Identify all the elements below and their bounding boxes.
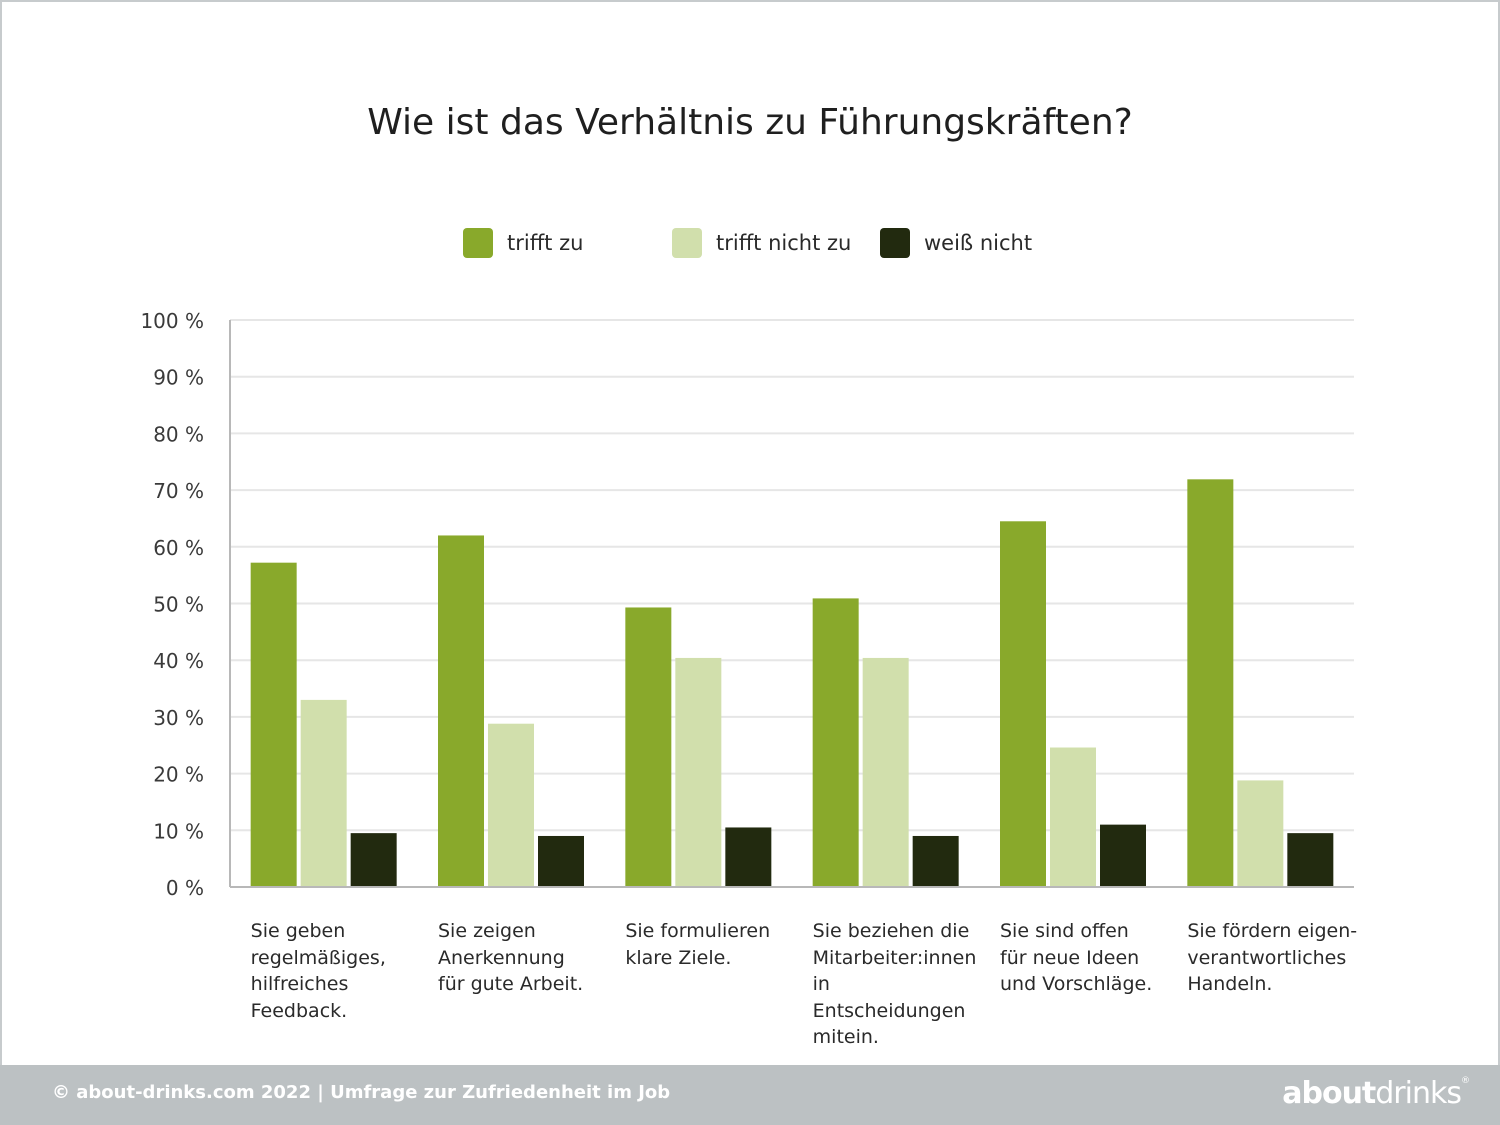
- x-category-label: Sie sind offen für neue Ideen und Vorsch…: [1000, 920, 1153, 995]
- footer-bar: © about-drinks.com 2022 | Umfrage zur Zu…: [0, 1065, 1500, 1125]
- x-category-label: Sie fördern eigen- verantwortliches Hand…: [1187, 920, 1358, 995]
- brand-logo-bold: about: [1282, 1076, 1376, 1111]
- bar-trifft-zu: [625, 607, 672, 887]
- bar-trifft-nicht-zu: [488, 723, 534, 887]
- bar-trifft-nicht-zu: [1050, 747, 1096, 887]
- y-tick-label: 60 %: [153, 536, 204, 560]
- chart-title: Wie ist das Verhältnis zu Führungskräfte…: [367, 102, 1133, 143]
- legend-swatch-weiss-nicht: [880, 228, 910, 258]
- legend-swatch-trifft-nicht-zu: [672, 228, 702, 258]
- y-tick-label: 80 %: [153, 422, 204, 446]
- bar-trifft-nicht-zu: [862, 657, 909, 887]
- bar-trifft-zu: [1187, 479, 1234, 887]
- y-tick-label: 90 %: [153, 366, 204, 390]
- bar-weiss-nicht: [538, 835, 584, 887]
- x-category-label: Sie formulieren klare Ziele.: [625, 920, 771, 969]
- legend-label-trifft-zu: trifft zu: [507, 231, 584, 255]
- legend-label-weiss-nicht: weiß nicht: [924, 231, 1033, 255]
- bar-weiss-nicht: [912, 835, 959, 887]
- x-category-label: Sie geben regelmäßiges, hilfreiches Feed…: [250, 920, 386, 1022]
- bar-trifft-nicht-zu: [1237, 780, 1284, 887]
- legend-item-trifft-nicht-zu: trifft nicht zu: [672, 228, 851, 258]
- bar-weiss-nicht: [1287, 833, 1334, 887]
- y-tick-label: 10 %: [153, 819, 204, 843]
- y-tick-label: 40 %: [153, 649, 204, 673]
- brand-registered-mark: ®: [1461, 1076, 1470, 1086]
- legend-item-weiss-nicht: weiß nicht: [880, 228, 1032, 258]
- y-tick-label: 0 %: [166, 876, 204, 900]
- bar-trifft-zu: [438, 535, 484, 887]
- brand-logo: aboutdrinks®: [1282, 1076, 1470, 1111]
- legend-swatch-trifft-zu: [463, 228, 493, 258]
- bar-weiss-nicht: [725, 827, 772, 887]
- x-category-label: Sie zeigen Anerkennung für gute Arbeit.: [438, 920, 584, 995]
- x-category-label: Sie beziehen die Mitarbeiter:innen in En…: [812, 920, 977, 1048]
- chart-legend: trifft zu trifft nicht zu weiß nicht: [0, 228, 1500, 260]
- y-tick-label: 70 %: [153, 479, 204, 503]
- bar-trifft-zu: [1000, 521, 1046, 887]
- bar-trifft-nicht-zu: [300, 699, 347, 887]
- y-tick-label: 100 %: [140, 309, 204, 333]
- y-tick-label: 30 %: [153, 706, 204, 730]
- bar-weiss-nicht: [350, 833, 397, 887]
- brand-logo-light: drinks: [1375, 1076, 1462, 1111]
- bar-trifft-zu: [812, 598, 859, 887]
- footer-text: © about-drinks.com 2022 | Umfrage zur Zu…: [52, 1082, 671, 1103]
- bar-trifft-zu: [250, 562, 297, 887]
- bar-trifft-nicht-zu: [675, 657, 722, 887]
- legend-item-trifft-zu: trifft zu: [463, 228, 583, 258]
- legend-label-trifft-nicht-zu: trifft nicht zu: [716, 231, 852, 255]
- bar-weiss-nicht: [1100, 824, 1146, 887]
- y-tick-label: 20 %: [153, 763, 204, 787]
- y-tick-label: 50 %: [153, 593, 204, 617]
